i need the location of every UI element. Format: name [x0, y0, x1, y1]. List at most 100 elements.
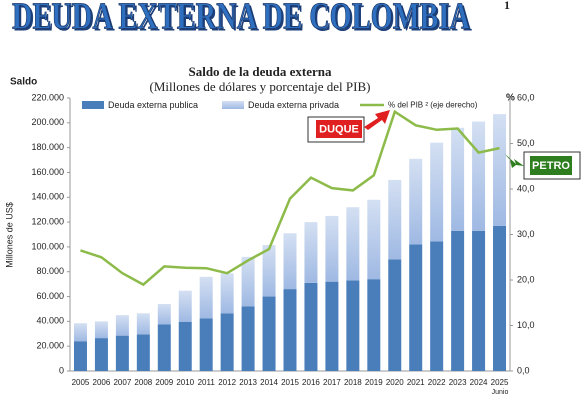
bar-public [157, 324, 171, 371]
y-tick-label: 180.000 [31, 142, 64, 152]
y2-tick-label: 50,0 [517, 138, 535, 148]
legend-label: Deuda externa privada [248, 100, 339, 110]
x-tick-label: 2012 [218, 378, 236, 387]
arrow [364, 110, 390, 130]
x-tick-label: 2006 [93, 378, 111, 387]
legend-label: % del PIB ² (eje derecho) [388, 101, 478, 110]
bar-private [367, 199, 381, 280]
y2-tick-label: 60,0 [517, 92, 535, 102]
y-tick-label: 140.000 [31, 192, 64, 202]
y2-tick-label: 10,0 [517, 320, 535, 330]
legend-swatch [82, 101, 104, 109]
y-tick-label: 0 [59, 365, 64, 375]
x-note: Junio [492, 389, 509, 396]
y-tick-label: 200.000 [31, 117, 64, 127]
x-tick-label: 2011 [198, 378, 216, 387]
y-tick-label: 40.000 [36, 316, 64, 326]
x-tick-label: 2014 [260, 378, 278, 387]
bar-private [430, 142, 444, 242]
bar-public [493, 225, 507, 371]
y-tick-label: 20.000 [36, 341, 64, 351]
y-tick-label: 220.000 [31, 92, 64, 102]
y-tick-label: 160.000 [31, 167, 64, 177]
bar-public [241, 306, 255, 371]
bar-private [325, 215, 339, 282]
y-tick-label: 100.000 [31, 241, 64, 251]
bar-private [220, 273, 234, 314]
header-shadow: DEUDA EXTERNA DE COLOMBIA [14, 0, 472, 40]
y-tick-label: 120.000 [31, 216, 64, 226]
y2-tick-label: 20,0 [517, 274, 535, 284]
bar-public [178, 321, 192, 371]
annotation: DUQUE [319, 123, 359, 135]
x-tick-label: 2023 [449, 378, 467, 387]
y-header: Saldo [10, 77, 37, 88]
bar-public [115, 335, 129, 371]
bar-public [472, 230, 486, 371]
bar-public [283, 289, 297, 371]
bar-private [409, 158, 423, 245]
bar-public [325, 281, 339, 371]
bar-public [73, 341, 87, 371]
bar-private [388, 179, 402, 260]
bar-public [451, 230, 465, 371]
bar-private [493, 114, 507, 226]
bar-private [157, 303, 171, 325]
arrow [504, 153, 524, 168]
annotation-box [530, 156, 572, 175]
x-tick-label: 2022 [428, 378, 446, 387]
bar-private [346, 207, 360, 281]
chart-subtitle: (Millones de dólares y porcentaje del PI… [150, 79, 371, 94]
bar-public [262, 296, 276, 371]
bar-public [409, 244, 423, 371]
page-number: 1 [504, 0, 510, 12]
x-tick-label: 2015 [281, 378, 299, 387]
bar-public [346, 280, 360, 371]
bar-private [472, 121, 486, 231]
bar-private [241, 256, 255, 307]
x-tick-label: 2005 [72, 378, 90, 387]
bar-private [73, 323, 87, 342]
bar-public [94, 338, 108, 371]
bar-public [136, 334, 150, 371]
bar-private [262, 245, 276, 297]
y2-tick-label: 40,0 [517, 183, 535, 193]
x-tick-label: 2017 [323, 378, 341, 387]
header-title: DEUDA EXTERNA DE COLOMBIA [12, 0, 470, 38]
x-tick-label: 2010 [176, 378, 194, 387]
y2-tick-label: 0,0 [517, 365, 530, 375]
bar-private [199, 276, 213, 319]
x-tick-label: 2018 [344, 378, 362, 387]
bar-public [430, 241, 444, 371]
annotation: PETRO [532, 160, 570, 172]
bar-private [451, 127, 465, 231]
x-tick-label: 2008 [134, 378, 152, 387]
bar-public [367, 279, 381, 371]
y2-tick-label: 30,0 [517, 229, 535, 239]
x-tick-label: 2016 [302, 378, 320, 387]
y-tick-label: 80.000 [36, 266, 64, 276]
line-pib [80, 109, 500, 287]
bar-public [220, 313, 234, 371]
x-tick-label: 2025 [491, 378, 509, 387]
bar-private [115, 315, 129, 336]
legend-swatch [222, 101, 244, 109]
legend: Deuda externa publica Deuda externa priva… [82, 100, 478, 110]
y-tick-label: 60.000 [36, 291, 64, 301]
bar-private [94, 321, 108, 339]
x-tick-label: 2009 [155, 378, 173, 387]
x-tick-label: 2013 [239, 378, 257, 387]
bar-private [304, 222, 318, 283]
x-tick-label: 2024 [470, 378, 488, 387]
x-tick-label: 2007 [113, 378, 131, 387]
bar-public [304, 282, 318, 371]
x-tick-label: 2020 [386, 378, 404, 387]
bar-private [178, 290, 192, 322]
bar-private [283, 233, 297, 290]
bar-private [136, 313, 150, 335]
y-axis-label: Millones de US$ [4, 202, 14, 268]
legend-label: Deuda externa publica [108, 100, 198, 110]
x-tick-label: 2019 [365, 378, 383, 387]
chart-title: Saldo de la deuda externa [188, 64, 332, 79]
